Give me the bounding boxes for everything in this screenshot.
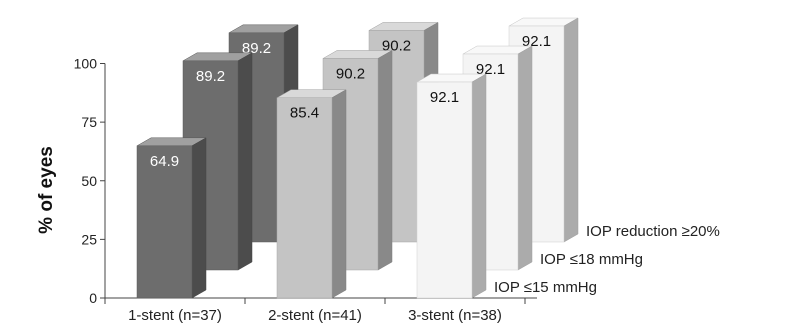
bar: 85.4 <box>276 89 347 299</box>
y-tick-label: 25 <box>81 231 97 247</box>
bars: 89.2 90.2 92.189.2 90.2 92.164.985.492.1 <box>136 17 579 299</box>
bar-side-face <box>377 50 393 271</box>
x-category-label: 1-stent (n=37) <box>128 307 222 324</box>
bar-side-face <box>331 89 347 299</box>
series-depth-label: IOP ≤15 mmHg <box>494 279 597 296</box>
bar-side-face <box>471 73 487 299</box>
series-depth-label: IOP ≤18 mmHg <box>540 251 643 268</box>
bar: 92.1 <box>416 73 487 299</box>
y-tick-label: 100 <box>74 56 98 72</box>
bar-side-face <box>563 17 579 243</box>
bar-side-face <box>237 52 253 271</box>
bar-front-face <box>416 81 473 299</box>
bar-value-label: 92.1 <box>430 89 459 106</box>
bar-front-face <box>276 97 333 299</box>
y-tick-label: 50 <box>81 173 97 189</box>
bar-value-label: 85.4 <box>290 105 319 122</box>
bar-side-face <box>517 45 533 271</box>
y-tick-label: 0 <box>89 290 97 306</box>
bar-value-label: 90.2 <box>336 65 365 82</box>
x-category-label: 3-stent (n=38) <box>408 307 502 324</box>
y-tick-label: 75 <box>81 114 97 130</box>
bar-front-face <box>136 145 193 299</box>
bar-side-face <box>191 137 207 299</box>
x-category-label: 2-stent (n=41) <box>268 307 362 324</box>
labels: 1-stent (n=37) 2-stent (n=41) 3-stent (n=3… <box>128 223 720 324</box>
bar: 64.9 <box>136 137 207 299</box>
series-depth-label: IOP reduction ≥20% <box>586 223 720 240</box>
bar-value-label: 64.9 <box>150 153 179 170</box>
y-axis-title: % of eyes <box>36 146 57 234</box>
bar-value-label: 89.2 <box>196 68 225 85</box>
